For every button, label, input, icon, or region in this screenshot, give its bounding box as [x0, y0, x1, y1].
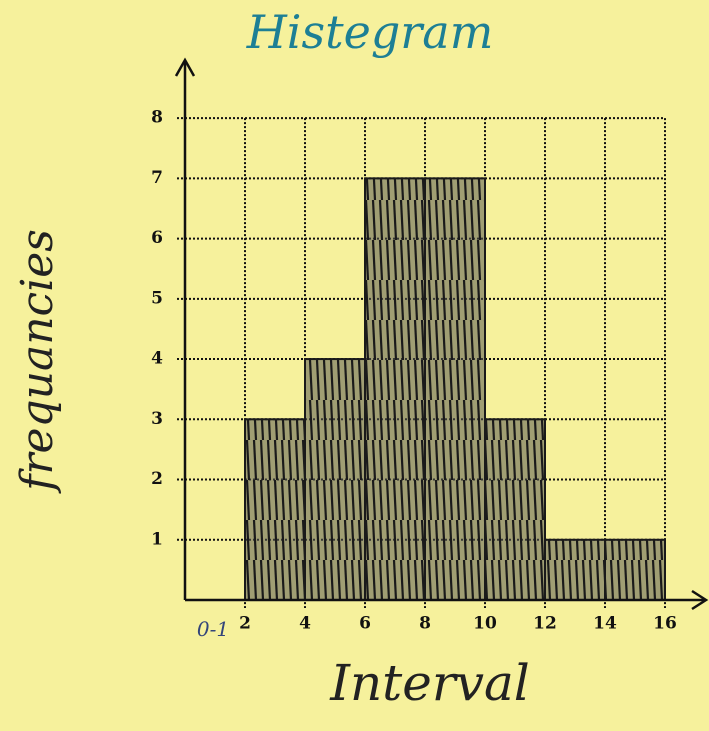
bar — [604, 538, 666, 602]
y-axis-label: frequancies — [12, 229, 63, 494]
bar-hatch — [244, 418, 306, 602]
x-tick-label: 6 — [359, 614, 371, 634]
y-tick-label: 3 — [151, 409, 163, 429]
bar-hatch — [604, 538, 666, 602]
y-tick-label: 8 — [151, 108, 163, 128]
bar-hatch — [424, 177, 486, 601]
x-tick-label: 2 — [239, 614, 251, 634]
bar — [364, 177, 426, 601]
bar — [424, 177, 486, 601]
y-tick-label: 7 — [151, 168, 163, 188]
bar-hatch — [544, 538, 606, 602]
bar — [484, 418, 546, 602]
y-tick-label: 2 — [151, 469, 163, 489]
bar-hatch — [484, 418, 546, 602]
x-tick-label: 14 — [593, 614, 617, 634]
x-axis-arrow — [691, 589, 709, 611]
x-axis-label: Interval — [329, 654, 530, 712]
x-tick-label: 16 — [653, 614, 677, 634]
y-axis-arrow — [174, 57, 196, 77]
x-tick-label: 12 — [533, 614, 557, 634]
bar-hatch — [304, 358, 366, 602]
annotation: 0-1 — [197, 617, 229, 641]
y-tick-label: 4 — [151, 349, 163, 369]
bar — [304, 358, 366, 602]
x-tick-label: 10 — [473, 614, 497, 634]
x-tick-label: 4 — [299, 614, 311, 634]
bar — [544, 538, 606, 602]
bar-hatch — [364, 177, 426, 601]
bar — [244, 418, 306, 602]
y-tick-label: 6 — [151, 228, 163, 248]
y-tick-label: 1 — [151, 529, 163, 549]
y-tick-label: 5 — [151, 288, 163, 308]
x-tick-label: 8 — [419, 614, 431, 634]
chart-title: Histegram — [246, 5, 494, 59]
